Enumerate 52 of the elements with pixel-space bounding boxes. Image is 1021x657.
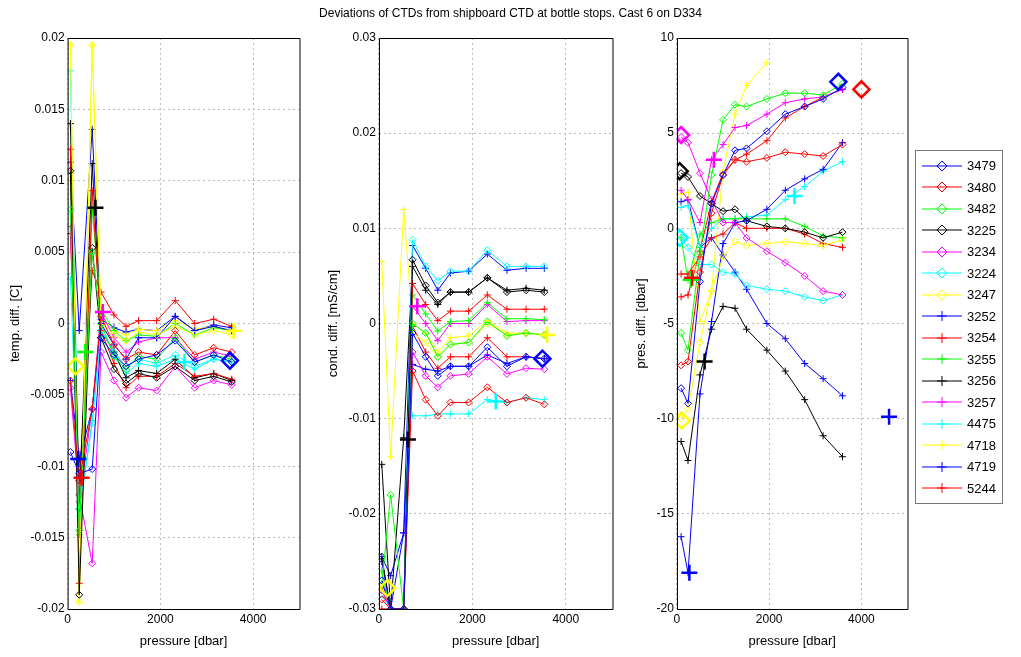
legend-label: 4718	[967, 437, 996, 453]
legend-label: 3255	[967, 351, 996, 367]
y-axis-title: pres. diff. [dbar]	[633, 278, 649, 369]
y-tick-label: -0.02	[37, 601, 65, 616]
y-tick-label: -0.01	[37, 458, 65, 473]
legend-label: 3257	[967, 394, 996, 410]
legend-label: 4719	[967, 459, 996, 475]
y-tick-label: 0	[667, 220, 675, 235]
legend-label: 3480	[967, 179, 996, 195]
y-tick-label: 0	[369, 315, 377, 330]
y-tick-label: 0.03	[352, 30, 377, 45]
x-axis-title: pressure [dbar]	[139, 632, 228, 648]
y-tick-label: -15	[656, 506, 675, 521]
y-tick-label: 0.01	[352, 220, 377, 235]
y-tick-label: 0.01	[41, 173, 65, 188]
x-axis-title: pressure [dbar]	[748, 632, 836, 648]
x-tick-label: 2000	[459, 611, 487, 626]
y-tick-label: -10	[656, 410, 675, 425]
y-tick-label: -0.02	[348, 506, 377, 521]
y-tick-label: 0	[57, 315, 65, 330]
y-tick-label: 0.02	[352, 125, 377, 140]
y-tick-label: -5	[663, 315, 675, 330]
x-axis-title: pressure [dbar]	[452, 632, 540, 648]
legend-label: 3254	[967, 330, 996, 346]
legend-label: 3225	[967, 222, 996, 238]
legend-label: 3247	[967, 287, 996, 303]
x-tick-label: 4000	[239, 611, 267, 626]
y-tick-label: 0.015	[34, 101, 65, 116]
chart-title: Deviations of CTDs from shipboard CTD at bottle stops. Cast 6 on D334	[318, 6, 703, 20]
legend-label: 3479	[967, 158, 996, 174]
y-tick-label: -0.03	[348, 601, 377, 616]
y-tick-label: -0.005	[30, 387, 65, 402]
y-tick-label: 0.005	[34, 244, 65, 259]
legend-label: 3482	[967, 201, 996, 217]
legend-label: 3256	[967, 373, 996, 389]
y-tick-label: -0.01	[348, 410, 377, 425]
legend-label: 3252	[967, 308, 996, 324]
y-tick-label: -20	[656, 601, 675, 616]
x-tick-label: 2000	[755, 611, 783, 626]
y-tick-label: 5	[667, 125, 675, 140]
legend-label: 3234	[967, 244, 996, 260]
y-tick-label: -0.015	[30, 529, 65, 544]
y-tick-label: 0.02	[41, 30, 65, 45]
x-tick-label: 4000	[848, 611, 876, 626]
y-axis-title: cond. diff. [mS/cm]	[325, 269, 341, 378]
legend-label: 4475	[967, 416, 996, 432]
legend-label: 5244	[967, 480, 996, 496]
y-axis-title: temp. diff. [C]	[7, 284, 23, 363]
legend-label: 3224	[967, 265, 996, 281]
x-tick-label: 4000	[552, 611, 580, 626]
x-tick-label: 2000	[147, 611, 175, 626]
y-tick-label: 10	[660, 30, 675, 45]
